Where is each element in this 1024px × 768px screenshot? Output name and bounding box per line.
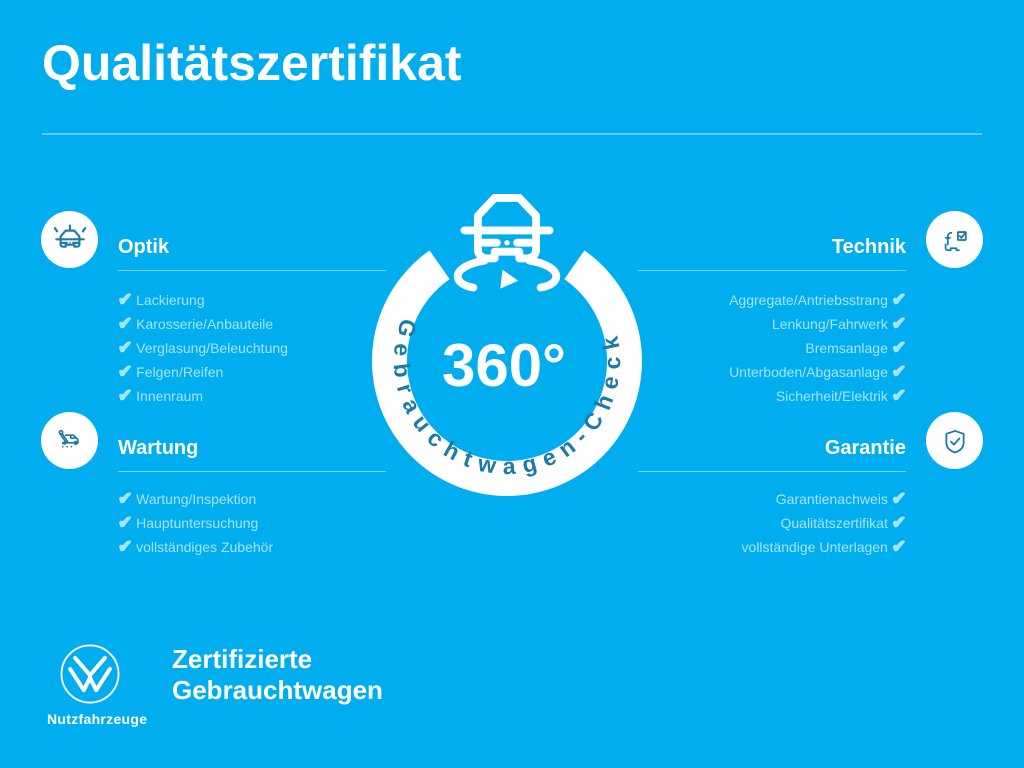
svg-text:360°: 360°: [442, 332, 566, 399]
